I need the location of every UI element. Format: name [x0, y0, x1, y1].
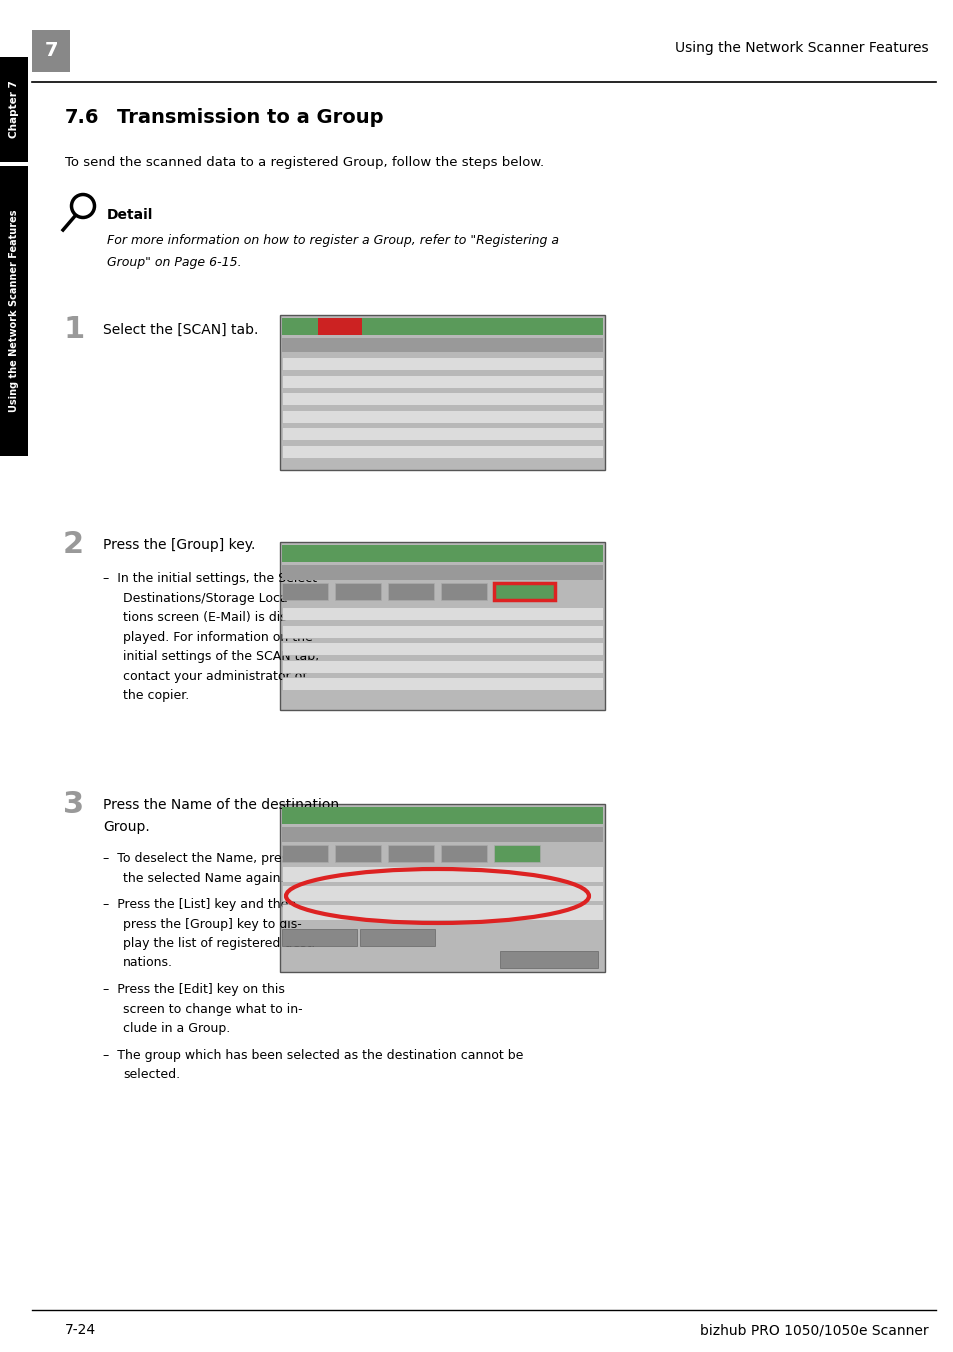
Text: bizhub PRO 1050/1050e Scanner: bizhub PRO 1050/1050e Scanner	[700, 1324, 928, 1337]
Text: Detail: Detail	[107, 208, 153, 222]
FancyBboxPatch shape	[280, 315, 604, 470]
Text: 7: 7	[44, 42, 58, 61]
FancyBboxPatch shape	[282, 807, 602, 823]
Text: To send the scanned data to a registered Group, follow the steps below.: To send the scanned data to a registered…	[65, 155, 543, 169]
FancyBboxPatch shape	[494, 583, 539, 600]
Text: played. For information on the: played. For information on the	[123, 630, 313, 644]
FancyBboxPatch shape	[282, 375, 602, 388]
FancyBboxPatch shape	[388, 583, 434, 600]
Text: –  The group which has been selected as the destination cannot be: – The group which has been selected as t…	[103, 1049, 523, 1061]
Text: Transmission to a Group: Transmission to a Group	[117, 108, 383, 127]
Text: screen to change what to in-: screen to change what to in-	[123, 1002, 302, 1015]
Text: Group" on Page 6-15.: Group" on Page 6-15.	[107, 256, 241, 269]
Text: nations.: nations.	[123, 956, 172, 969]
Text: For more information on how to register a Group, refer to "Registering a: For more information on how to register …	[107, 234, 558, 247]
FancyBboxPatch shape	[282, 845, 328, 863]
Text: –  In the initial settings, the Select: – In the initial settings, the Select	[103, 572, 316, 585]
FancyBboxPatch shape	[440, 583, 486, 600]
FancyBboxPatch shape	[282, 357, 602, 370]
Text: 2: 2	[63, 530, 84, 558]
Text: Press the [Group] key.: Press the [Group] key.	[103, 538, 255, 552]
FancyBboxPatch shape	[282, 318, 602, 335]
FancyBboxPatch shape	[0, 166, 28, 456]
Text: Using the Network Scanner Features: Using the Network Scanner Features	[9, 210, 19, 412]
Text: play the list of registered desti-: play the list of registered desti-	[123, 937, 319, 950]
Text: –  Press the [List] key and then: – Press the [List] key and then	[103, 898, 296, 911]
Text: press the [Group] key to dis-: press the [Group] key to dis-	[123, 918, 301, 930]
FancyBboxPatch shape	[282, 660, 602, 672]
FancyBboxPatch shape	[499, 950, 598, 968]
FancyBboxPatch shape	[282, 886, 602, 900]
FancyBboxPatch shape	[32, 30, 70, 72]
FancyBboxPatch shape	[494, 583, 555, 600]
Text: initial settings of the SCAN tab,: initial settings of the SCAN tab,	[123, 650, 319, 662]
Text: 7-24: 7-24	[65, 1324, 96, 1337]
FancyBboxPatch shape	[282, 642, 602, 654]
Text: Group.: Group.	[103, 821, 150, 834]
Text: tions screen (E-Mail) is dis-: tions screen (E-Mail) is dis-	[123, 611, 291, 625]
FancyBboxPatch shape	[280, 542, 604, 710]
FancyBboxPatch shape	[282, 583, 328, 600]
FancyBboxPatch shape	[282, 607, 602, 621]
FancyBboxPatch shape	[494, 845, 539, 863]
Text: 7.6: 7.6	[65, 108, 99, 127]
FancyBboxPatch shape	[282, 929, 356, 946]
FancyBboxPatch shape	[282, 677, 602, 690]
Text: clude in a Group.: clude in a Group.	[123, 1022, 230, 1036]
FancyBboxPatch shape	[282, 445, 602, 457]
Text: –  To deselect the Name, press: – To deselect the Name, press	[103, 852, 294, 865]
FancyBboxPatch shape	[317, 318, 361, 335]
FancyBboxPatch shape	[440, 845, 486, 863]
Text: Select the [SCAN] tab.: Select the [SCAN] tab.	[103, 323, 258, 337]
FancyBboxPatch shape	[282, 867, 602, 882]
Text: 1: 1	[63, 315, 84, 343]
FancyBboxPatch shape	[388, 845, 434, 863]
Text: the selected Name again.: the selected Name again.	[123, 872, 284, 884]
Text: Chapter 7: Chapter 7	[9, 81, 19, 138]
FancyBboxPatch shape	[282, 427, 602, 439]
Text: Destinations/Storage Loca-: Destinations/Storage Loca-	[123, 592, 292, 604]
FancyBboxPatch shape	[335, 845, 380, 863]
FancyBboxPatch shape	[335, 583, 380, 600]
FancyBboxPatch shape	[282, 338, 602, 352]
FancyBboxPatch shape	[280, 804, 604, 972]
Text: 3: 3	[63, 790, 84, 819]
Text: the copier.: the copier.	[123, 690, 189, 702]
FancyBboxPatch shape	[0, 57, 28, 162]
FancyBboxPatch shape	[359, 929, 435, 946]
FancyBboxPatch shape	[282, 904, 602, 919]
FancyBboxPatch shape	[282, 545, 602, 562]
FancyBboxPatch shape	[282, 827, 602, 842]
FancyBboxPatch shape	[282, 392, 602, 406]
FancyBboxPatch shape	[282, 565, 602, 580]
Text: Using the Network Scanner Features: Using the Network Scanner Features	[675, 41, 928, 55]
Text: contact your administrator of: contact your administrator of	[123, 669, 307, 683]
Text: –  Press the [Edit] key on this: – Press the [Edit] key on this	[103, 983, 285, 996]
FancyBboxPatch shape	[282, 625, 602, 638]
Text: selected.: selected.	[123, 1068, 180, 1082]
Text: Press the Name of the destination: Press the Name of the destination	[103, 798, 338, 813]
FancyBboxPatch shape	[282, 410, 602, 423]
